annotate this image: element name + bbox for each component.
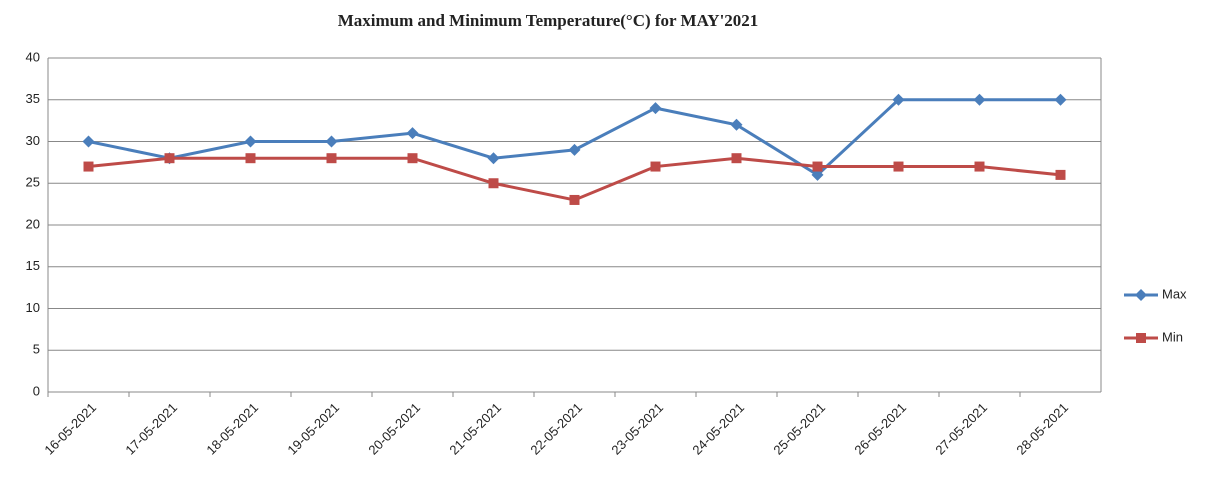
x-tick-label: 16-05-2021 — [41, 400, 99, 458]
point — [325, 135, 338, 148]
y-tick-label: 20 — [26, 216, 40, 231]
point — [244, 135, 257, 148]
point — [1055, 169, 1066, 180]
series-line — [88, 98, 1061, 177]
x-tick-label: 28-05-2021 — [1013, 400, 1071, 458]
legend-label: Min — [1162, 329, 1183, 344]
point — [811, 168, 824, 181]
y-tick-label: 40 — [26, 49, 40, 64]
y-tick-label: 10 — [26, 300, 40, 315]
chart-title: Maximum and Minimum Temperature(°C) for … — [338, 11, 759, 30]
point — [488, 178, 499, 189]
series-line — [88, 156, 1061, 202]
x-tick-label: 21-05-2021 — [446, 400, 504, 458]
point — [649, 102, 662, 115]
y-tick-label: 25 — [26, 175, 40, 190]
point — [569, 194, 580, 205]
point — [164, 153, 175, 164]
point — [1054, 93, 1067, 106]
point — [326, 153, 337, 164]
y-tick-label: 5 — [33, 342, 40, 357]
x-tick-label: 17-05-2021 — [122, 400, 180, 458]
y-tick-label: 35 — [26, 91, 40, 106]
x-tick-label: 19-05-2021 — [284, 400, 342, 458]
point — [245, 153, 256, 164]
x-tick-label: 20-05-2021 — [365, 400, 423, 458]
x-tick-label: 23-05-2021 — [608, 400, 666, 458]
y-tick-label: 0 — [33, 383, 40, 398]
point — [406, 127, 419, 140]
point — [973, 93, 986, 106]
point — [730, 118, 743, 131]
point — [731, 153, 742, 164]
y-tick-label: 15 — [26, 258, 40, 273]
point — [974, 161, 985, 172]
point — [83, 161, 94, 172]
point — [568, 143, 581, 156]
point — [407, 153, 418, 164]
x-tick-label: 24-05-2021 — [689, 400, 747, 458]
point — [650, 161, 661, 172]
x-tick-label: 26-05-2021 — [851, 400, 909, 458]
point — [892, 93, 905, 106]
point — [82, 135, 95, 148]
x-tick-label: 27-05-2021 — [932, 400, 990, 458]
x-tick-label: 25-05-2021 — [770, 400, 828, 458]
x-tick-label: 22-05-2021 — [527, 400, 585, 458]
point — [893, 161, 904, 172]
x-tick-label: 18-05-2021 — [203, 400, 261, 458]
y-tick-label: 30 — [26, 133, 40, 148]
legend-marker — [1136, 333, 1146, 343]
point — [812, 161, 823, 172]
legend-marker — [1135, 289, 1147, 301]
legend-label: Max — [1162, 286, 1187, 301]
point — [487, 152, 500, 165]
